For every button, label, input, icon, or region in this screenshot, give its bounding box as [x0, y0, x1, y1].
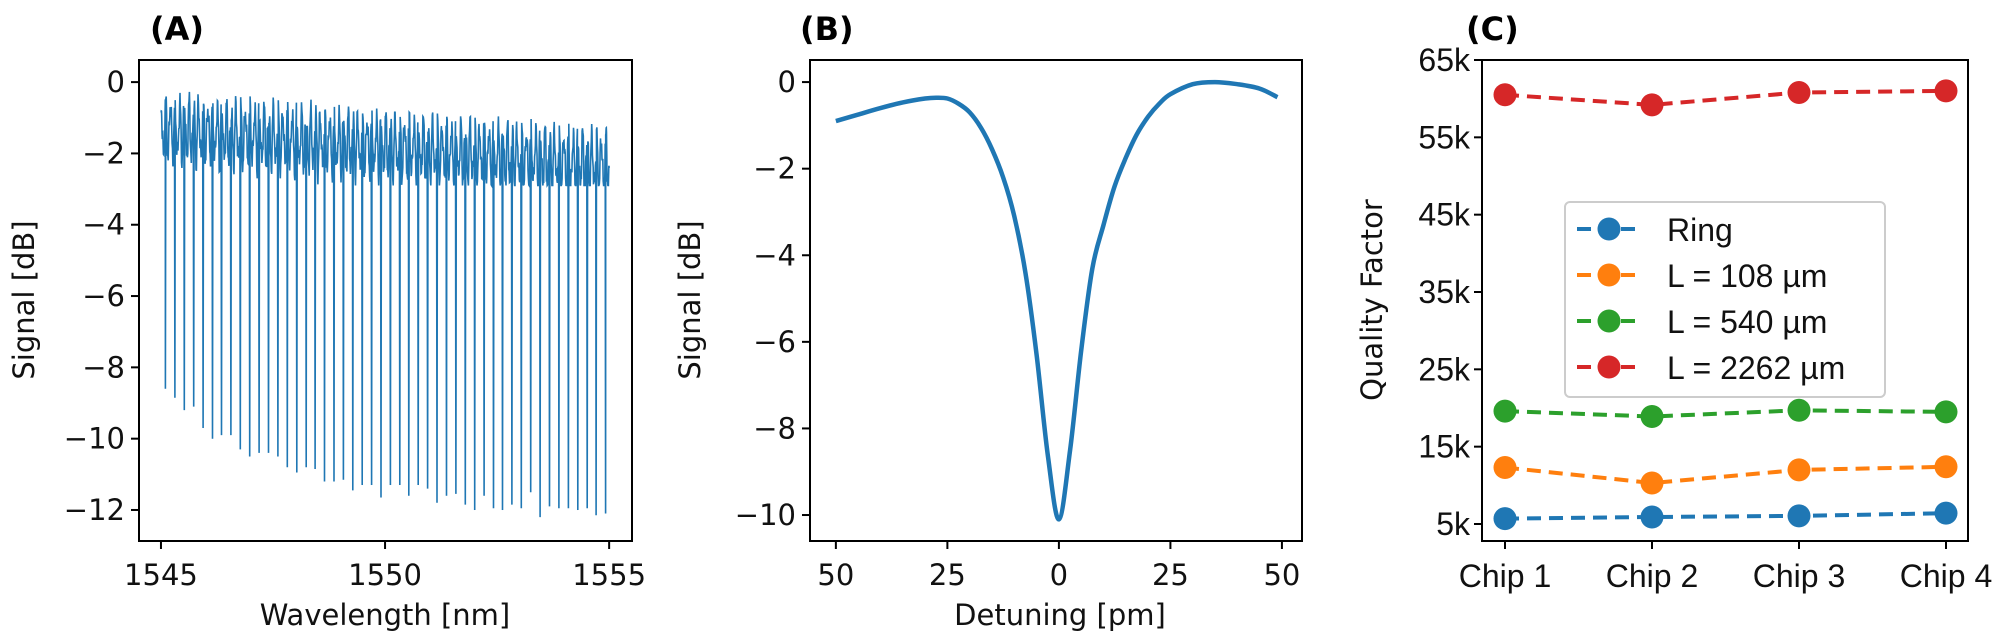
x-tick-label: Chip 3	[1753, 558, 1846, 594]
series-line	[1504, 88, 1947, 107]
x-tick-label: Chip 4	[1900, 558, 1993, 594]
x-tick-label: 50	[817, 558, 854, 592]
legend-marker	[1597, 263, 1621, 287]
panel-a-plot-area	[160, 91, 610, 518]
panel-c-ylabel: Quality Factor	[1355, 199, 1389, 401]
y-tick-label: −8	[753, 411, 796, 445]
y-tick-label: −12	[64, 493, 125, 527]
y-tick-label: −4	[753, 238, 796, 272]
y-tick-label: 65k	[1418, 42, 1471, 78]
resonance-line	[835, 79, 1279, 522]
panel-b-ticks: 50 25 0 25 50 0 −2 −4 −6 −8 −10	[735, 65, 1301, 592]
panel-a-ticks: 1545 1550 1555 0 −2 −4 −6 −8 −10 −12	[64, 65, 646, 592]
x-tick-label: Chip 2	[1606, 558, 1699, 594]
series-marker	[1934, 501, 1958, 525]
legend-label: L = 108 µm	[1667, 258, 1827, 294]
series-marker	[1787, 398, 1811, 422]
legend-label: L = 540 µm	[1667, 304, 1827, 340]
legend-marker	[1597, 309, 1621, 333]
y-tick-label: 25k	[1418, 351, 1471, 387]
series-marker	[1640, 471, 1664, 495]
transmission-spectrum-line	[160, 91, 610, 518]
panel-c: (C) Chip 1 Chip 2 Chip 3 Chip 4 5k 15k 25k 35k 4…	[1355, 10, 1992, 594]
series-marker	[1493, 456, 1517, 480]
series-line	[1504, 408, 1947, 419]
legend-label: Ring	[1667, 212, 1733, 248]
panel-b: (B) 50 25 0 25 500−2−4−6−8−10 Detuning [pm] …	[673, 10, 1303, 632]
series-marker	[1493, 399, 1517, 423]
series-marker	[1934, 79, 1958, 103]
series-line	[1504, 511, 1947, 521]
series-marker	[1934, 400, 1958, 424]
x-tick-label: 50	[1263, 558, 1300, 592]
series-marker	[1787, 458, 1811, 482]
panel-c-legend: Ring L = 108 µm L = 540 µm L = 2262 µm	[1564, 201, 1886, 398]
y-tick-label: −4	[82, 208, 125, 242]
series-marker	[1640, 505, 1664, 529]
series-marker	[1640, 404, 1664, 428]
series-marker	[1934, 455, 1958, 479]
panel-b-axes-frame	[809, 59, 1303, 542]
x-tick-label: 25	[929, 558, 966, 592]
panel-label-a: (A)	[150, 10, 204, 48]
y-tick-label: −10	[735, 498, 796, 532]
x-tick-label: 0	[1050, 558, 1068, 592]
y-tick-label: 45k	[1418, 197, 1471, 233]
x-tick-label: 1555	[572, 558, 646, 592]
panel-a-ylabel: Signal [dB]	[7, 220, 41, 379]
panel-label-b: (B)	[800, 10, 854, 48]
x-tick-label: Chip 1	[1459, 558, 1552, 594]
y-tick-label: −2	[753, 152, 796, 186]
panel-b-ylabel: Signal [dB]	[673, 220, 707, 379]
y-tick-label: 15k	[1418, 429, 1471, 465]
y-tick-label: 0	[107, 65, 125, 99]
series-marker	[1640, 93, 1664, 117]
y-tick-label: −6	[82, 279, 125, 313]
legend-marker	[1597, 355, 1621, 379]
y-tick-label: −2	[82, 136, 125, 170]
y-tick-label: −10	[64, 422, 125, 456]
series-marker	[1493, 83, 1517, 107]
x-tick-label: 25	[1152, 558, 1189, 592]
y-tick-label: −8	[82, 350, 125, 384]
legend-marker	[1597, 217, 1621, 241]
series-marker	[1787, 504, 1811, 528]
y-tick-label: 55k	[1418, 119, 1471, 155]
y-tick-label: 0	[778, 65, 796, 99]
panel-c-plot-area	[1493, 79, 1958, 531]
y-tick-label: 35k	[1418, 274, 1471, 310]
x-tick-label: 1550	[348, 558, 422, 592]
legend-label: L = 2262 µm	[1667, 350, 1845, 386]
panel-label-c: (C)	[1466, 10, 1519, 48]
x-tick-label: 1545	[124, 558, 198, 592]
panel-a-xlabel: Wavelength [nm]	[260, 598, 511, 632]
panel-c-axes-frame	[1481, 59, 1969, 542]
series-marker	[1787, 80, 1811, 104]
panel-a: (A) 1545 1550 1555 0 −2 −4 −6 −8 −10 −12 Waveleng…	[7, 10, 646, 632]
panel-b-xlabel: Detuning [pm]	[954, 598, 1166, 632]
legend-frame	[1564, 201, 1886, 398]
y-tick-label: −6	[753, 325, 796, 359]
series-line	[1504, 464, 1947, 486]
y-tick-label: 5k	[1436, 506, 1471, 542]
panel-b-plot-area	[835, 79, 1279, 522]
panel-c-ticks: Chip 1 Chip 2 Chip 3 Chip 4 5k 15k 25k 35k 45k 55…	[1418, 42, 1992, 594]
series-marker	[1493, 507, 1517, 531]
